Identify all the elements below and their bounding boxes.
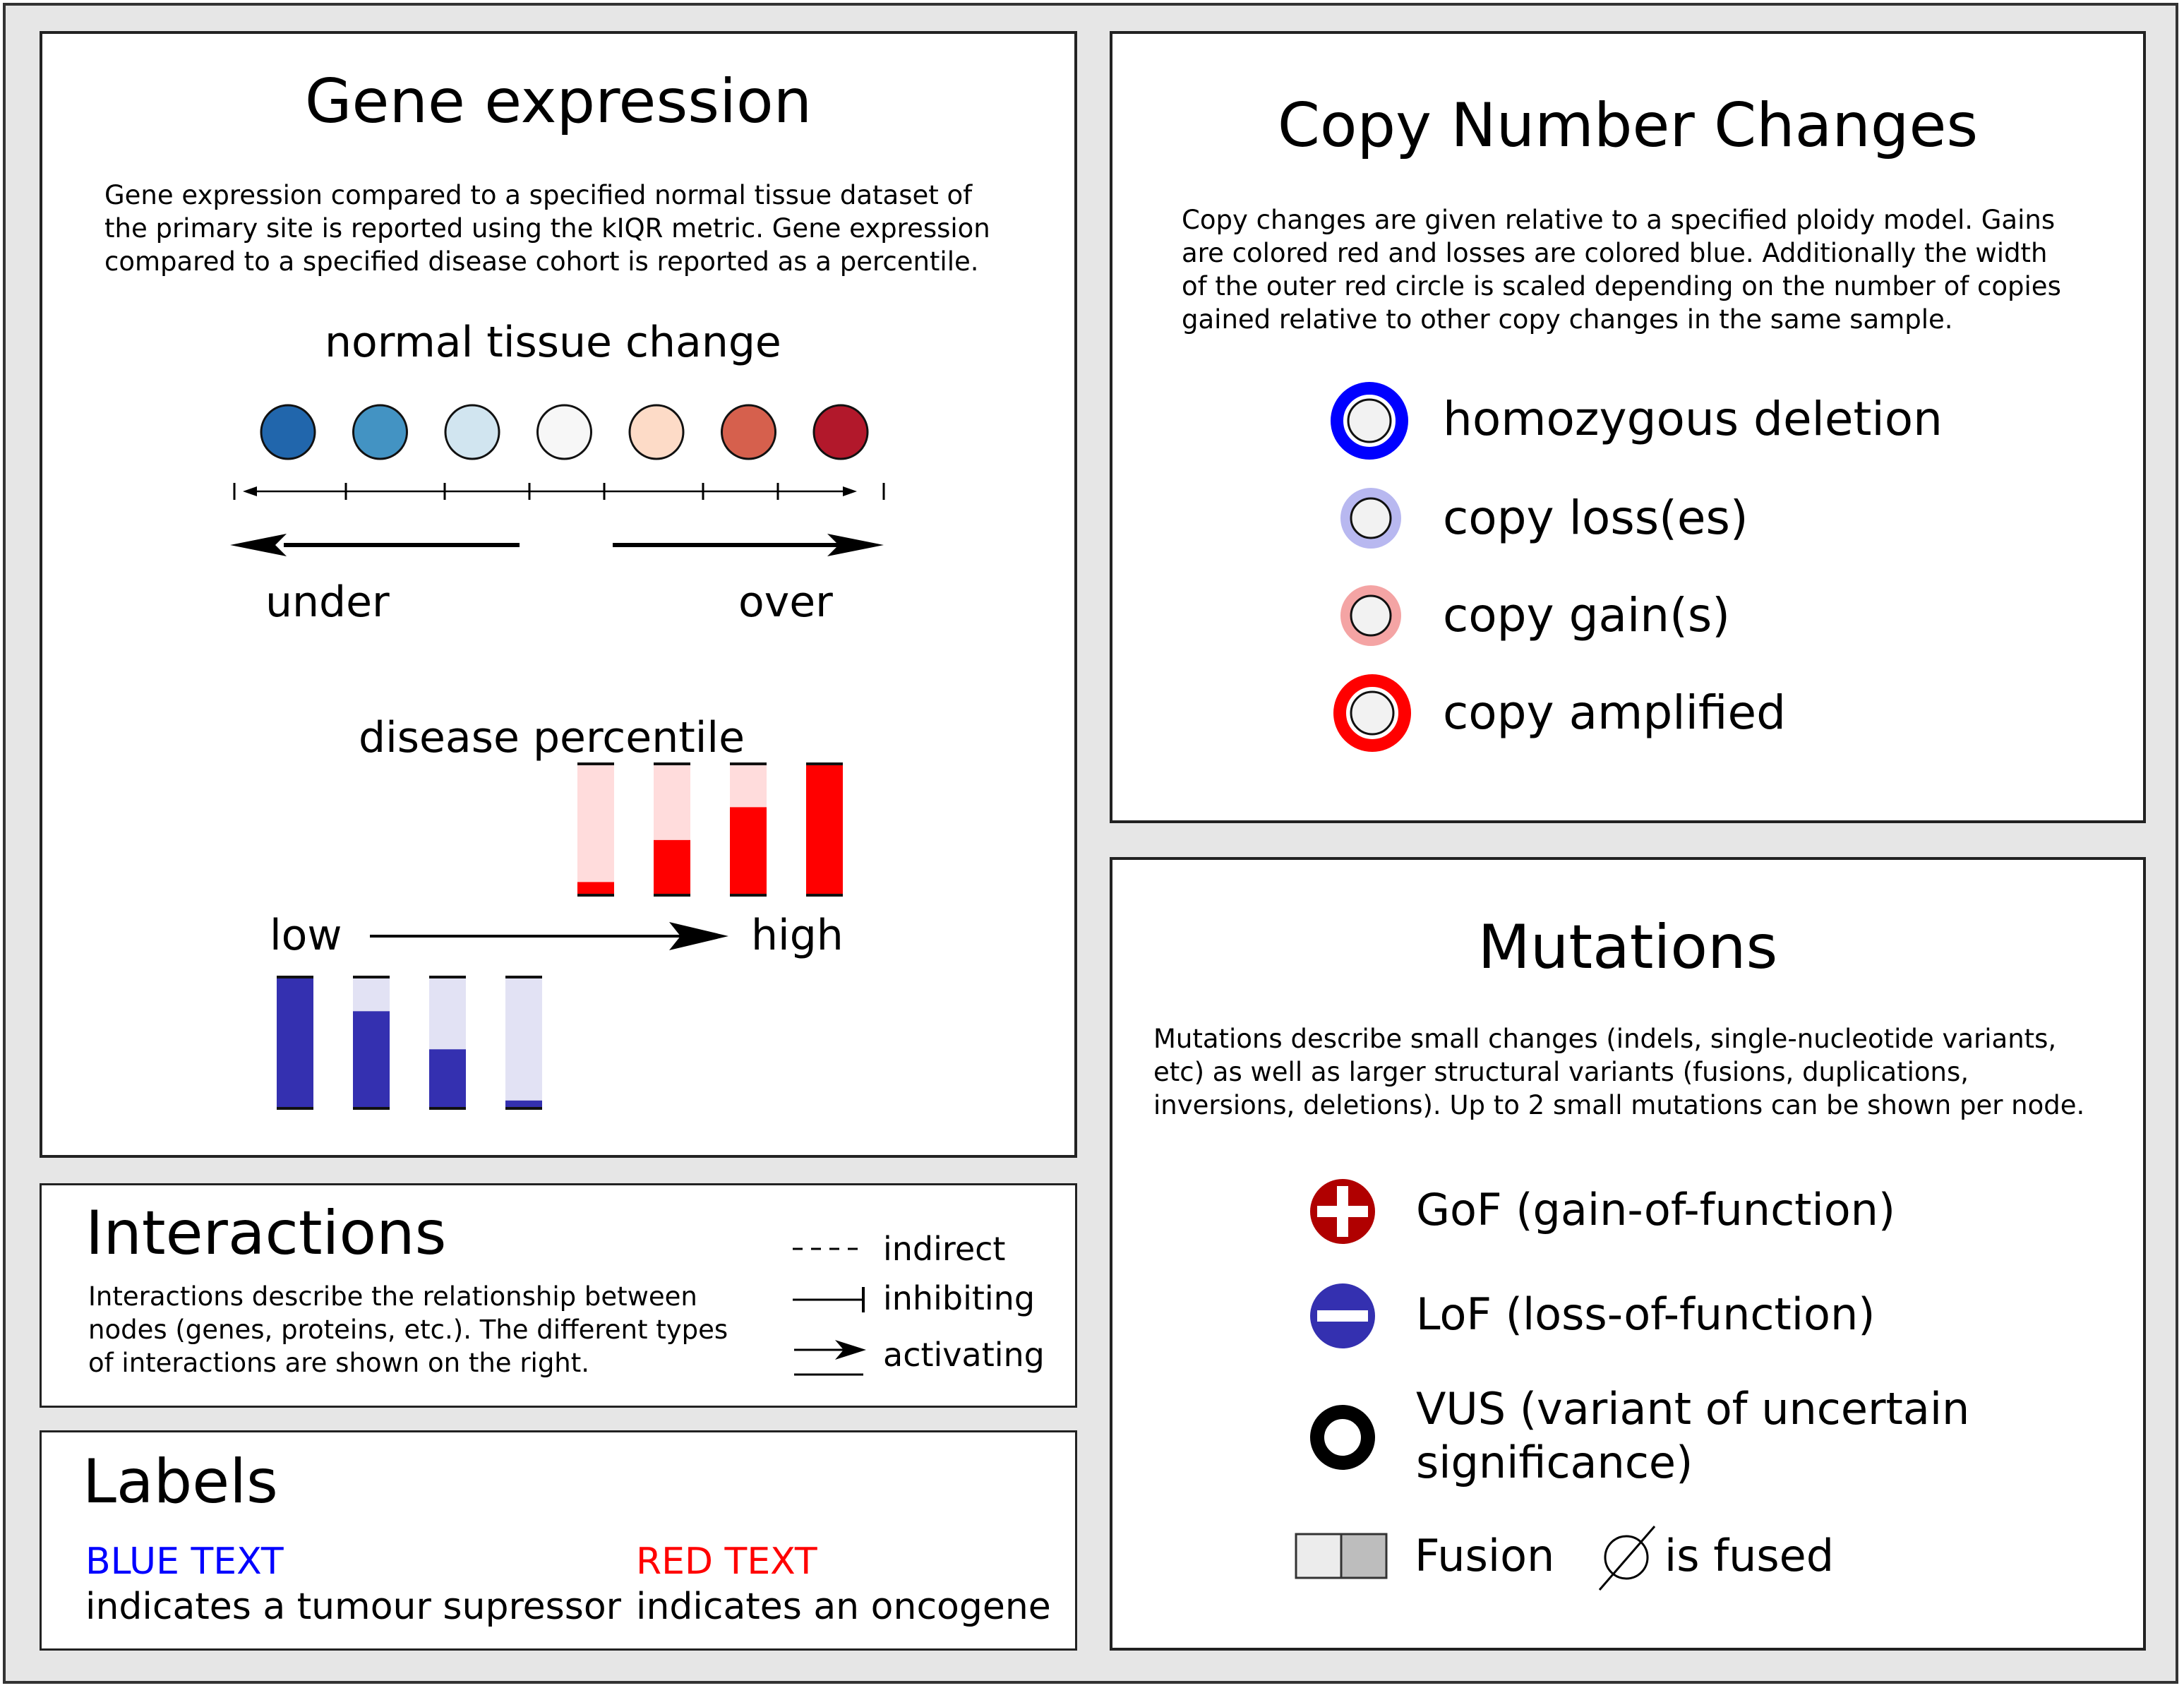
description-line: Mutations describe small changes (indels… [1153, 1024, 2057, 1054]
expression-level-circle [721, 404, 776, 460]
description-line: of the outer red circle is scaled depend… [1182, 271, 2061, 301]
copy-loss-icon [1340, 488, 1401, 549]
is-fused-icon [1598, 1526, 1656, 1591]
blue-bar-background [505, 977, 542, 1108]
is-fused-label: is fused [1664, 1530, 1835, 1581]
activating-arrowhead [835, 1340, 866, 1360]
blue-text-heading: BLUE TEXT [85, 1540, 284, 1583]
copy-loss-label: copy loss(es) [1443, 491, 1748, 545]
blue-bar-fill [277, 977, 313, 1108]
expression-level-circle [812, 404, 869, 460]
vus-label-line2: significance) [1416, 1437, 1693, 1488]
scale-right-arrowhead [843, 486, 857, 496]
activating-label: activating [883, 1336, 1045, 1374]
copy-number-icons [1331, 382, 1411, 752]
mutations-description: Mutations describe small changes (indels… [1153, 1022, 2128, 1122]
fusion-icon [1295, 1533, 1388, 1579]
description-line: etc) as well as larger structural varian… [1153, 1057, 1969, 1087]
description-line: inversions, deletions). Up to 2 small mu… [1153, 1090, 2085, 1120]
gof-plus-icon [1310, 1179, 1375, 1244]
high-label: high [751, 911, 844, 960]
description-line: Gene expression compared to a specified … [104, 180, 973, 210]
red-bar-fill [577, 882, 614, 895]
normal-tissue-scale [230, 404, 885, 556]
interactions-panel: Interactions Interactions describe the r… [40, 1183, 1077, 1408]
mutations-title: Mutations [1477, 912, 1778, 983]
low-high-arrowhead [669, 922, 728, 950]
blue-bar-fill [505, 1100, 542, 1108]
description-line: are colored red and losses are colored b… [1182, 238, 2048, 268]
lof-minus-icon [1310, 1283, 1375, 1348]
copy-gain-label: copy gain(s) [1443, 588, 1730, 642]
indirect-label: indirect [883, 1230, 1006, 1268]
inhibiting-label: inhibiting [883, 1279, 1036, 1317]
over-label: over [738, 577, 833, 627]
blue-bar-fill [353, 1011, 390, 1108]
blue-bar-fill [429, 1049, 466, 1108]
red-bar-background [577, 764, 614, 895]
gene-expression-panel: Gene expression Gene expression compared… [40, 31, 1077, 1158]
gene-expression-description: Gene expression compared to a specified … [104, 179, 1050, 278]
red-bar-fill [654, 839, 690, 895]
homozygous-deletion-icon [1331, 382, 1408, 460]
low-label: low [270, 911, 342, 960]
description-line: compared to a specified disease cohort i… [104, 246, 979, 277]
red-text-heading: RED TEXT [636, 1540, 817, 1583]
expression-level-circle [536, 404, 592, 460]
description-line: gained relative to other copy changes in… [1182, 304, 1953, 335]
lof-label: LoF (loss-of-function) [1416, 1288, 1876, 1340]
vus-ring-icon [1310, 1405, 1375, 1470]
copy-amplified-label: copy amplified [1443, 686, 1786, 740]
mutation-icons [1295, 1179, 1656, 1591]
under-arrowhead [230, 534, 287, 556]
expression-level-circle [628, 404, 685, 460]
labels-title: Labels [83, 1447, 278, 1517]
description-line: Copy changes are given relative to a spe… [1182, 205, 2056, 235]
disease-percentile-label: disease percentile [359, 713, 745, 762]
mutations-panel: Mutations Mutations describe small chang… [1110, 857, 2146, 1651]
copy-number-description: Copy changes are given relative to a spe… [1182, 203, 2128, 336]
gof-label: GoF (gain-of-function) [1416, 1184, 1896, 1235]
interaction-types-icons [793, 1247, 866, 1376]
expression-level-circle [260, 404, 316, 460]
expression-level-circle [352, 404, 408, 460]
interactions-title: Interactions [85, 1198, 447, 1269]
fusion-label: Fusion [1415, 1530, 1555, 1581]
copy-amplified-icon [1333, 674, 1411, 752]
labels-panel: Labels BLUE TEXT indicates a tumour supr… [40, 1430, 1077, 1651]
disease-percentile-bars [277, 762, 843, 1110]
description-line: of interactions are shown on the right. [88, 1348, 590, 1378]
over-arrowhead [827, 534, 884, 556]
copy-gain-icon [1340, 585, 1401, 646]
homozygous-deletion-label: homozygous deletion [1443, 392, 1943, 446]
interactions-description: Interactions describe the relationship b… [88, 1280, 780, 1379]
red-text-meaning: indicates an oncogene [636, 1586, 1051, 1628]
normal-tissue-label: normal tissue change [325, 318, 781, 367]
vus-label-line1: VUS (variant of uncertain [1416, 1383, 1970, 1435]
description-line: nodes (genes, proteins, etc.). The diffe… [88, 1315, 728, 1345]
blue-text-meaning: indicates a tumour supressor [85, 1586, 622, 1628]
description-line: the primary site is reported using the k… [104, 213, 990, 244]
under-label: under [265, 577, 390, 627]
gene-expression-title: Gene expression [304, 66, 812, 137]
copy-number-panel: Copy Number Changes Copy changes are giv… [1110, 31, 2146, 823]
description-line: Interactions describe the relationship b… [88, 1281, 697, 1312]
expression-level-circle [444, 404, 500, 460]
red-bar-fill [806, 764, 843, 895]
scale-left-arrowhead [243, 486, 257, 496]
copy-number-title: Copy Number Changes [1277, 90, 1979, 161]
red-bar-fill [730, 807, 767, 895]
